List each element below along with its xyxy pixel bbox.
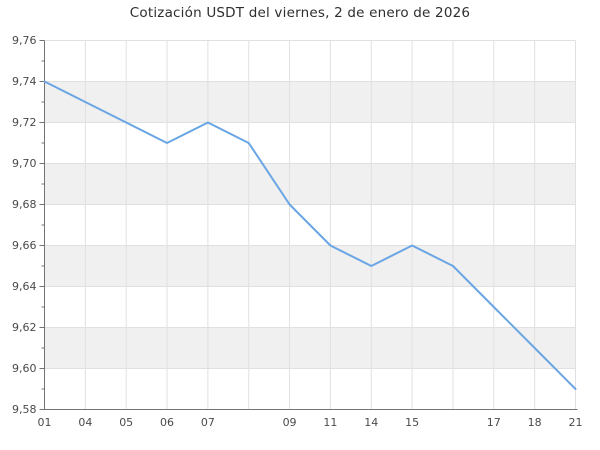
plot-band <box>44 81 576 123</box>
y-tick-label: 9,62 <box>12 321 37 334</box>
x-tick-label: 07 <box>201 416 215 429</box>
series-line <box>43 80 577 390</box>
y-tick-label: 9,60 <box>12 362 37 375</box>
plot-band <box>44 245 576 287</box>
plot-band <box>44 327 576 369</box>
y-tick-label: 9,76 <box>12 34 37 47</box>
y-tick-label: 9,58 <box>12 403 37 416</box>
x-tick-label: 18 <box>528 416 542 429</box>
y-tick-label: 9,70 <box>12 157 37 170</box>
x-tick-label: 14 <box>364 416 378 429</box>
x-tick-label: 01 <box>38 416 52 429</box>
x-tick-label: 05 <box>119 416 133 429</box>
x-tick-label: 21 <box>569 416 583 429</box>
x-tick-label: 17 <box>487 416 501 429</box>
x-tick-label: 06 <box>160 416 174 429</box>
y-tick-label: 9,66 <box>12 239 37 252</box>
x-tick-label: 09 <box>283 416 297 429</box>
y-tick-label: 9,74 <box>12 75 37 88</box>
plot-band <box>44 163 576 205</box>
y-tick-label: 9,68 <box>12 198 37 211</box>
y-tick-label: 9,72 <box>12 116 37 129</box>
x-tick-label: 04 <box>78 416 92 429</box>
x-tick-label: 15 <box>405 416 419 429</box>
x-tick-label: 11 <box>323 416 337 429</box>
y-tick-label: 9,64 <box>12 280 37 293</box>
chart-title: Cotización USDT del viernes, 2 de enero … <box>129 5 471 21</box>
